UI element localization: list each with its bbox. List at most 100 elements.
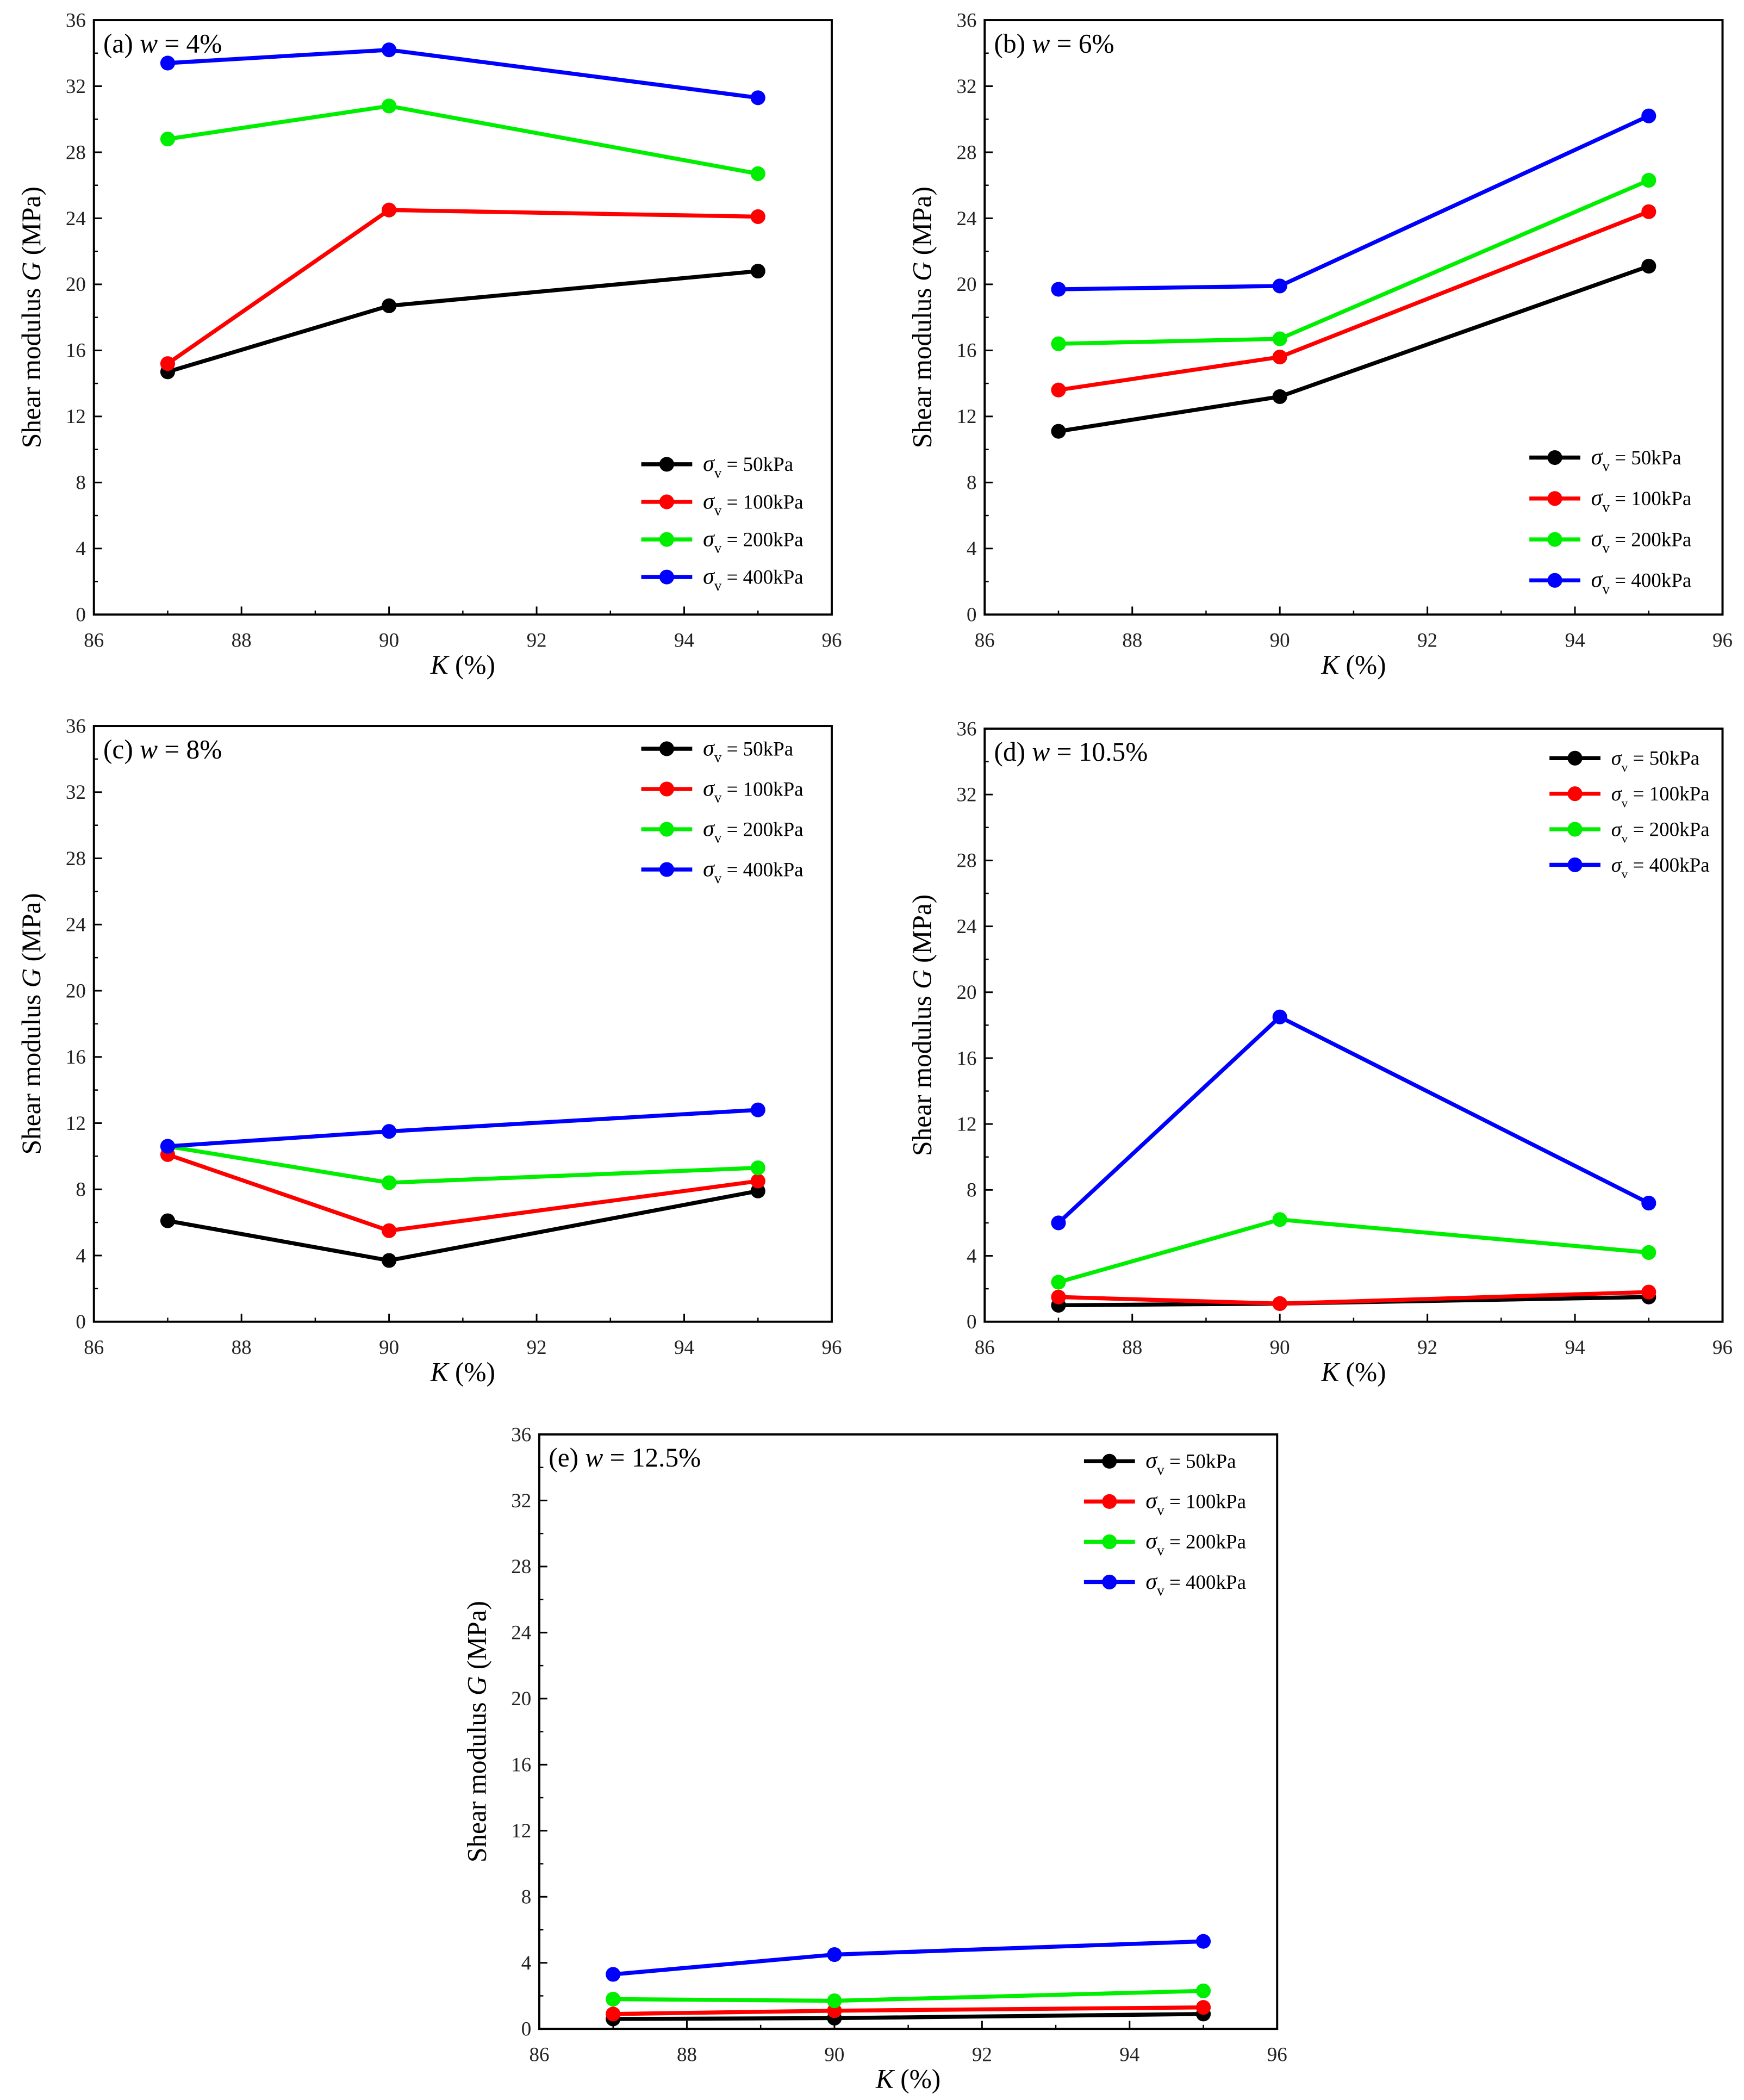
data-point <box>382 1124 397 1139</box>
x-tick-label: 94 <box>1565 629 1585 651</box>
y-tick-label: 20 <box>511 1688 531 1710</box>
x-tick-label: 86 <box>530 2043 550 2066</box>
y-tick-label: 28 <box>66 848 86 870</box>
legend-marker <box>659 532 675 547</box>
y-tick-label: 36 <box>956 9 976 32</box>
series--200kPa <box>160 98 765 182</box>
y-tick-label: 32 <box>66 781 86 804</box>
legend-entry: σv = 200kPa <box>1529 526 1691 556</box>
legend-label: σv = 400kPa <box>703 856 804 886</box>
series-line <box>167 1189 758 1263</box>
legend-marker <box>1547 532 1562 547</box>
y-tick-label: 28 <box>956 141 976 164</box>
series-line <box>166 208 758 365</box>
data-point <box>1272 1296 1287 1311</box>
data-point <box>160 356 176 371</box>
y-tick-label: 4 <box>967 1245 977 1268</box>
series-line <box>167 47 758 100</box>
legend-entry: σv = 100kPa <box>641 489 804 519</box>
y-axis-label: Shear modulus G (MPa) <box>16 187 46 448</box>
chart-panel-c: 86 88 90 92 94 96 0 4 8 12 16 20 24 28 32 36 K (%) Shear … <box>16 715 842 1387</box>
y-tick-label: 24 <box>66 914 86 936</box>
legend-entry: σv = 100kPa <box>1549 782 1710 810</box>
series--400kPa <box>1051 108 1656 297</box>
data-point <box>1051 282 1066 297</box>
data-point <box>1051 1215 1066 1231</box>
data-point <box>382 298 397 313</box>
data-point <box>827 1947 842 1962</box>
legend-entry: σv = 100kPa <box>1529 486 1691 515</box>
y-tick-label: 20 <box>66 274 86 296</box>
data-point <box>750 1173 765 1189</box>
series--400kPa <box>1051 1009 1656 1231</box>
legend-marker <box>1547 491 1562 506</box>
series-line <box>1058 178 1650 346</box>
x-tick-label: 96 <box>821 1337 842 1359</box>
data-point <box>1195 2000 1211 2015</box>
x-axis-label: K (%) <box>430 1357 495 1387</box>
y-tick-label: 4 <box>76 538 86 560</box>
data-point <box>827 1993 842 2009</box>
series-line <box>167 269 758 374</box>
legend-label: σv = 200kPa <box>1611 818 1710 846</box>
data-point <box>1195 1983 1211 1998</box>
y-tick-label: 4 <box>76 1245 86 1267</box>
series-line <box>613 1989 1204 2003</box>
panel-title: (c) w = 8% <box>103 734 222 764</box>
data-point <box>160 1139 176 1154</box>
legend-label: σv = 400kPa <box>703 564 804 593</box>
series-line <box>167 1144 758 1185</box>
legend-marker <box>659 822 675 837</box>
data-point <box>1051 1289 1066 1304</box>
data-point <box>160 132 176 147</box>
y-tick-label: 28 <box>956 850 976 872</box>
x-tick-label: 88 <box>232 1337 252 1359</box>
x-axis-label: K (%) <box>430 650 495 680</box>
legend-marker <box>1102 1534 1117 1549</box>
x-tick-label: 88 <box>1122 1337 1142 1359</box>
x-tick-label: 94 <box>1119 2043 1139 2066</box>
y-tick-label: 28 <box>511 1556 531 1578</box>
series-line <box>167 1152 758 1233</box>
y-tick-label: 0 <box>76 1311 86 1333</box>
legend-marker <box>659 494 675 510</box>
y-tick-label: 16 <box>511 1754 531 1776</box>
data-point <box>1641 258 1656 274</box>
x-axis-label: K (%) <box>1321 1357 1386 1387</box>
data-point <box>160 55 176 71</box>
plot-frame <box>538 1433 1279 2030</box>
data-point <box>1051 336 1066 351</box>
plot-frame <box>92 19 833 616</box>
series--400kPa <box>160 42 765 105</box>
y-axis-label: Shear modulus G (MPa) <box>907 187 937 448</box>
legend-marker <box>659 862 675 877</box>
legend-entry: σv = 100kPa <box>1083 1489 1246 1518</box>
x-tick-label: 88 <box>1122 629 1142 651</box>
data-point <box>606 2006 621 2022</box>
y-tick-label: 32 <box>66 76 86 98</box>
y-tick-label: 4 <box>967 538 977 560</box>
series--100kPa <box>1051 204 1656 397</box>
y-tick-label: 8 <box>967 1179 977 1202</box>
x-tick-label: 90 <box>824 2043 844 2066</box>
x-tick-label: 96 <box>1712 1337 1733 1359</box>
x-tick-label: 86 <box>975 629 995 651</box>
legend-label: σv = 400kPa <box>1611 854 1710 881</box>
y-tick-label: 16 <box>66 1046 86 1068</box>
x-tick-label: 90 <box>379 1337 399 1359</box>
legend-label: σv = 200kPa <box>1145 1529 1246 1558</box>
series--100kPa <box>1051 1284 1656 1311</box>
y-tick-label: 12 <box>956 1113 976 1135</box>
x-axis-label: K (%) <box>1321 650 1386 680</box>
y-axis-label: Shear modulus G (MPa) <box>907 894 937 1156</box>
legend-marker <box>1547 573 1562 588</box>
x-tick-label: 92 <box>527 629 547 651</box>
legend-entry: σv = 50kPa <box>1083 1449 1236 1478</box>
x-axis-label: K (%) <box>875 2064 940 2094</box>
x-tick-label: 86 <box>975 1337 995 1359</box>
data-point <box>1641 108 1656 123</box>
series-line <box>167 1108 758 1148</box>
y-tick-label: 8 <box>521 1886 532 1909</box>
data-point <box>382 1175 397 1190</box>
data-point <box>750 209 765 224</box>
